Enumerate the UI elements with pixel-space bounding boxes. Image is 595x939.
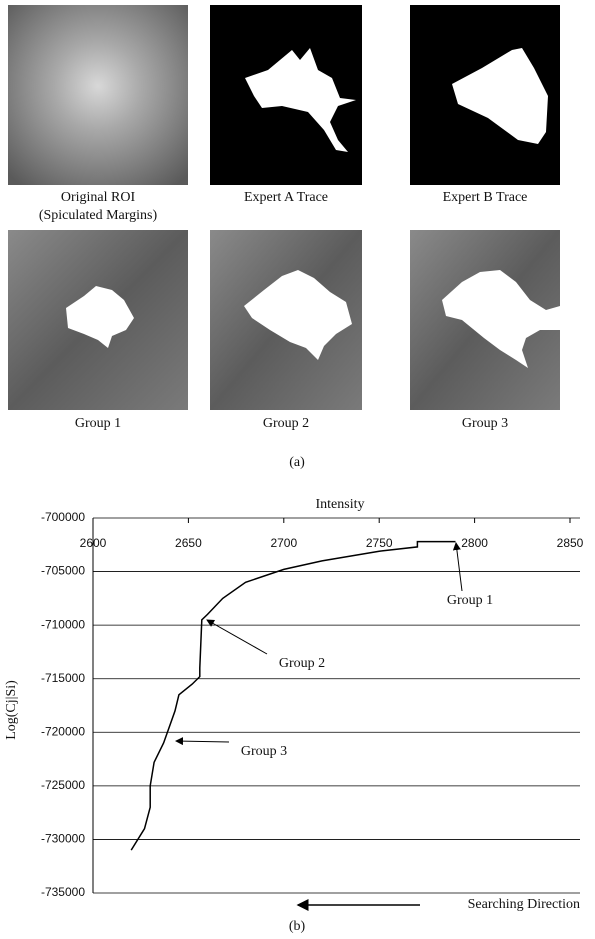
- x-tick-label: 2800: [461, 536, 488, 550]
- y-tick-label: -725000: [41, 778, 85, 792]
- x-axis-title: Intensity: [316, 497, 365, 512]
- annotation: Group 2: [279, 656, 325, 671]
- x-tick-label: 2850: [557, 536, 584, 550]
- caption: Original ROI: [61, 190, 136, 205]
- y-tick-label: -730000: [41, 832, 85, 846]
- caption: Group 1: [75, 416, 121, 431]
- annotation-arrow: [176, 741, 229, 742]
- caption: Group 3: [462, 416, 508, 431]
- page: Original ROI (Spiculated Margins) Expert A…: [0, 0, 595, 939]
- y-tick-label: -710000: [41, 617, 85, 631]
- direction-label: Searching Direction: [468, 897, 580, 912]
- y-tick-label: -700000: [41, 510, 85, 524]
- annotation: Group 1: [447, 593, 493, 608]
- chart: Intensity -700000 -705000 -710000 -715000 -72…: [4, 497, 583, 912]
- x-tick-label: 2650: [175, 536, 202, 550]
- y-tick-label: -735000: [41, 885, 85, 899]
- y-axis-title: Log(Cj|Si): [4, 680, 19, 740]
- x-tick-label: 2750: [366, 536, 393, 550]
- annotation-arrow: [456, 543, 462, 591]
- y-tick-label: -720000: [41, 724, 85, 738]
- figure: Original ROI (Spiculated Margins) Expert A…: [0, 0, 595, 939]
- y-tick-label: -715000: [41, 671, 85, 685]
- x-tick-label: 2700: [270, 536, 297, 550]
- caption: Expert B Trace: [443, 190, 528, 205]
- panel-label: (a): [289, 455, 305, 470]
- data-line: [131, 542, 455, 851]
- panel-label: (b): [289, 919, 306, 934]
- roi-image: [8, 5, 188, 185]
- caption: Expert A Trace: [244, 190, 328, 205]
- y-tick-label: -705000: [41, 564, 85, 578]
- caption: (Spiculated Margins): [39, 208, 158, 223]
- caption: Group 2: [263, 416, 309, 431]
- annotation: Group 3: [241, 744, 287, 759]
